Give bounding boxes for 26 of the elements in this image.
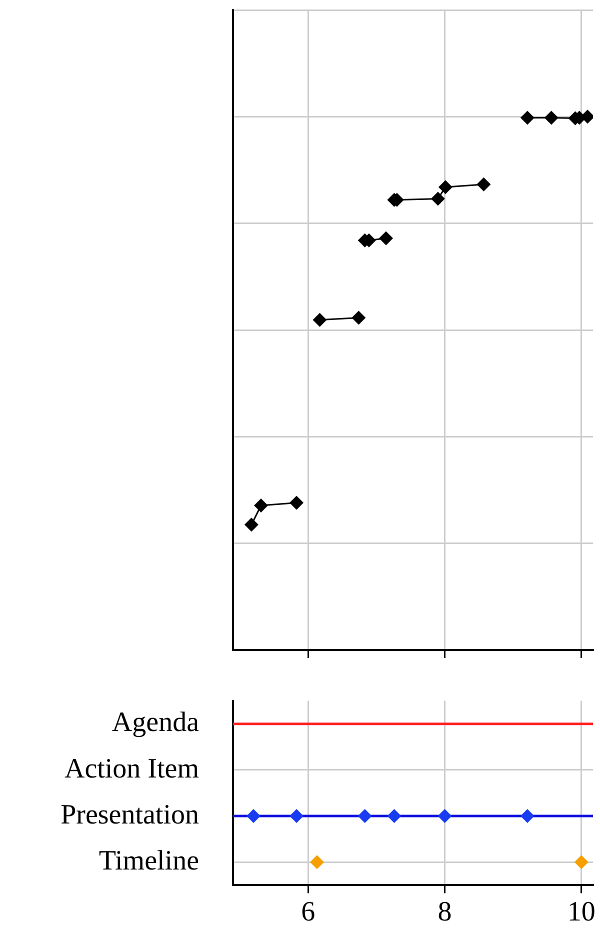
point: [520, 110, 534, 125]
point: [438, 180, 452, 194]
x-tick-label: 8: [438, 896, 452, 928]
point: [544, 110, 558, 125]
y-tick-label: Timeline: [98, 846, 199, 877]
x-tick-label: 10: [567, 896, 596, 928]
y-tick-label: Agenda: [112, 707, 200, 738]
y-tick-label: Action Item: [64, 753, 200, 784]
point: [310, 855, 324, 870]
point: [520, 809, 534, 824]
point: [358, 809, 372, 824]
point: [430, 192, 445, 206]
point: [438, 809, 452, 824]
point: [246, 809, 260, 824]
point: [476, 177, 491, 192]
point: [352, 310, 366, 325]
x-tick-label: 6: [301, 896, 316, 928]
point: [574, 855, 588, 870]
point: [312, 312, 327, 327]
point: [290, 809, 304, 824]
point: [379, 231, 394, 246]
point: [387, 809, 402, 824]
point: [254, 498, 268, 512]
y-tick-label: Presentation: [60, 799, 199, 830]
point: [244, 518, 258, 532]
point: [290, 496, 304, 510]
